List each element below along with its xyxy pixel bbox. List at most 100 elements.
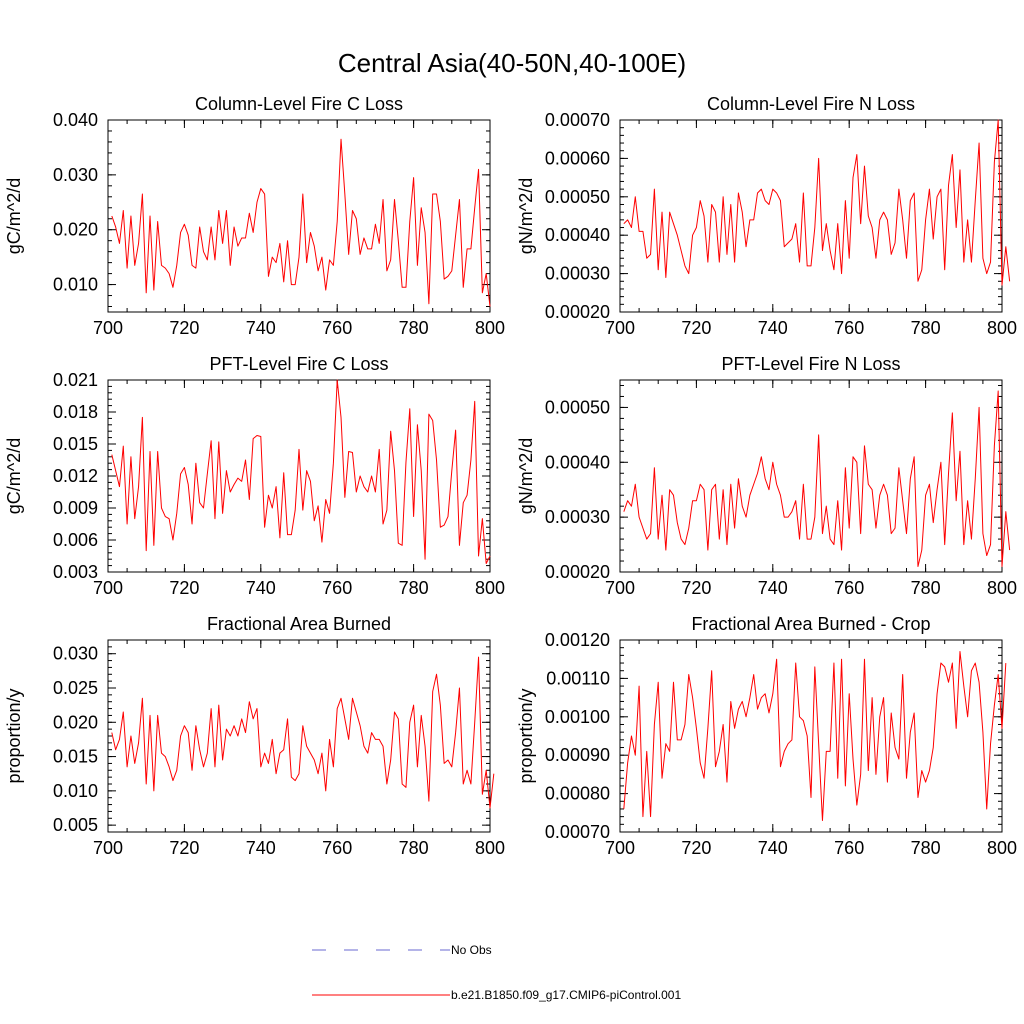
x-tick-label: 740 bbox=[758, 838, 788, 858]
plot-frame bbox=[107, 379, 491, 573]
panel-4: PFT-Level Fire N Loss gN/m^2/d 700 720 740 76… bbox=[516, 354, 1017, 598]
y-tick-label: 0.010 bbox=[53, 275, 98, 295]
x-tick-label: 700 bbox=[93, 838, 123, 858]
y-tick-label: 0.00070 bbox=[545, 110, 610, 130]
x-tick-label: 740 bbox=[758, 578, 788, 598]
x-tick-label: 740 bbox=[246, 578, 276, 598]
x-tick-label: 780 bbox=[399, 838, 429, 858]
y-axis-label: gN/m^2/d bbox=[516, 438, 536, 514]
y-tick-label: 0.00090 bbox=[545, 745, 610, 765]
y-tick-label: 0.00020 bbox=[545, 562, 610, 582]
x-tick-label: 720 bbox=[169, 578, 199, 598]
y-tick-label: 0.00030 bbox=[545, 264, 610, 284]
x-tick-label: 720 bbox=[681, 578, 711, 598]
x-tick-label: 780 bbox=[399, 578, 429, 598]
series-line bbox=[111, 656, 495, 809]
x-tick-label: 800 bbox=[475, 318, 505, 338]
x-tick-label: 760 bbox=[322, 578, 352, 598]
y-tick-label: 0.009 bbox=[53, 498, 98, 518]
panel-2: Column-Level Fire N Loss gN/m^2/d 700 720 74… bbox=[516, 94, 1017, 338]
y-tick-label: 0.015 bbox=[53, 434, 98, 454]
y-tick-label: 0.030 bbox=[53, 165, 98, 185]
y-tick-label: 0.00030 bbox=[545, 507, 610, 527]
y-axis-label: proportion/y bbox=[4, 688, 24, 783]
x-tick-label: 720 bbox=[169, 838, 199, 858]
y-tick-label: 0.00070 bbox=[545, 822, 610, 842]
series-line bbox=[111, 379, 491, 564]
plot-frame bbox=[619, 119, 1003, 313]
y-tick-label: 0.006 bbox=[53, 530, 98, 550]
x-tick-label: 760 bbox=[322, 838, 352, 858]
x-tick-label: 760 bbox=[834, 838, 864, 858]
x-tick-label: 720 bbox=[681, 838, 711, 858]
panel-title: PFT-Level Fire C Loss bbox=[209, 354, 388, 374]
panel-title: Column-Level Fire C Loss bbox=[195, 94, 403, 114]
panel-title: Column-Level Fire N Loss bbox=[707, 94, 915, 114]
x-tick-label: 740 bbox=[758, 318, 788, 338]
y-tick-label: 0.030 bbox=[53, 644, 98, 664]
y-tick-label: 0.00080 bbox=[545, 784, 610, 804]
x-tick-label: 800 bbox=[987, 578, 1017, 598]
x-tick-label: 700 bbox=[605, 838, 635, 858]
y-tick-label: 0.00020 bbox=[545, 302, 610, 322]
panel-title: Fractional Area Burned - Crop bbox=[691, 614, 930, 634]
y-axis-label: gN/m^2/d bbox=[516, 178, 536, 254]
legend: No Obs b.e21.B1850.f09_g17.CMIP6-piContr… bbox=[312, 943, 681, 1002]
x-tick-label: 720 bbox=[169, 318, 199, 338]
y-tick-label: 0.00040 bbox=[545, 452, 610, 472]
x-tick-label: 780 bbox=[911, 578, 941, 598]
x-tick-label: 780 bbox=[399, 318, 429, 338]
main-title: Central Asia(40-50N,40-100E) bbox=[338, 48, 686, 78]
x-tick-label: 800 bbox=[475, 578, 505, 598]
panel-title: Fractional Area Burned bbox=[207, 614, 391, 634]
panel-1: Column-Level Fire C Loss gC/m^2/d 700 720 74… bbox=[4, 94, 505, 338]
x-tick-label: 760 bbox=[834, 578, 864, 598]
series-line bbox=[623, 651, 1007, 821]
y-tick-label: 0.003 bbox=[53, 562, 98, 582]
x-tick-label: 740 bbox=[246, 838, 276, 858]
x-tick-label: 800 bbox=[475, 838, 505, 858]
y-tick-label: 0.00050 bbox=[545, 397, 610, 417]
x-tick-label: 720 bbox=[681, 318, 711, 338]
panel-3: PFT-Level Fire C Loss gC/m^2/d 700 720 740 76… bbox=[4, 354, 505, 598]
y-tick-label: 0.00040 bbox=[545, 225, 610, 245]
plot-frame bbox=[107, 639, 491, 833]
y-tick-label: 0.020 bbox=[53, 712, 98, 732]
panels: Column-Level Fire C Loss gC/m^2/d 700 720 74… bbox=[4, 94, 1017, 858]
x-tick-label: 800 bbox=[987, 318, 1017, 338]
y-tick-label: 0.012 bbox=[53, 466, 98, 486]
x-tick-label: 700 bbox=[93, 578, 123, 598]
x-tick-label: 700 bbox=[605, 318, 635, 338]
y-tick-label: 0.020 bbox=[53, 220, 98, 240]
legend-no-obs-label: No Obs bbox=[451, 943, 492, 957]
x-tick-label: 780 bbox=[911, 838, 941, 858]
series-line bbox=[623, 390, 1011, 568]
y-tick-label: 0.00120 bbox=[545, 630, 610, 650]
y-tick-label: 0.00060 bbox=[545, 148, 610, 168]
x-tick-label: 740 bbox=[246, 318, 276, 338]
y-axis-label: gC/m^2/d bbox=[4, 178, 24, 254]
panel-5: Fractional Area Burned proportion/y 700 720… bbox=[4, 614, 505, 858]
x-tick-label: 760 bbox=[322, 318, 352, 338]
panel-6: Fractional Area Burned - Crop proportion/… bbox=[516, 614, 1017, 858]
y-tick-label: 0.010 bbox=[53, 781, 98, 801]
series-line bbox=[111, 138, 491, 307]
y-tick-label: 0.021 bbox=[53, 370, 98, 390]
plot-frame bbox=[107, 119, 491, 313]
y-tick-label: 0.015 bbox=[53, 747, 98, 767]
y-axis-label: proportion/y bbox=[516, 688, 536, 783]
x-tick-label: 700 bbox=[605, 578, 635, 598]
x-tick-label: 780 bbox=[911, 318, 941, 338]
y-tick-label: 0.005 bbox=[53, 815, 98, 835]
y-tick-label: 0.018 bbox=[53, 402, 98, 422]
y-tick-label: 0.00050 bbox=[545, 187, 610, 207]
y-axis-label: gC/m^2/d bbox=[4, 438, 24, 514]
series-line bbox=[623, 119, 1011, 286]
y-tick-label: 0.025 bbox=[53, 678, 98, 698]
legend-series-label: b.e21.B1850.f09_g17.CMIP6-piControl.001 bbox=[451, 988, 681, 1002]
y-tick-label: 0.040 bbox=[53, 110, 98, 130]
x-tick-label: 800 bbox=[987, 838, 1017, 858]
y-tick-label: 0.00100 bbox=[545, 707, 610, 727]
x-tick-label: 760 bbox=[834, 318, 864, 338]
